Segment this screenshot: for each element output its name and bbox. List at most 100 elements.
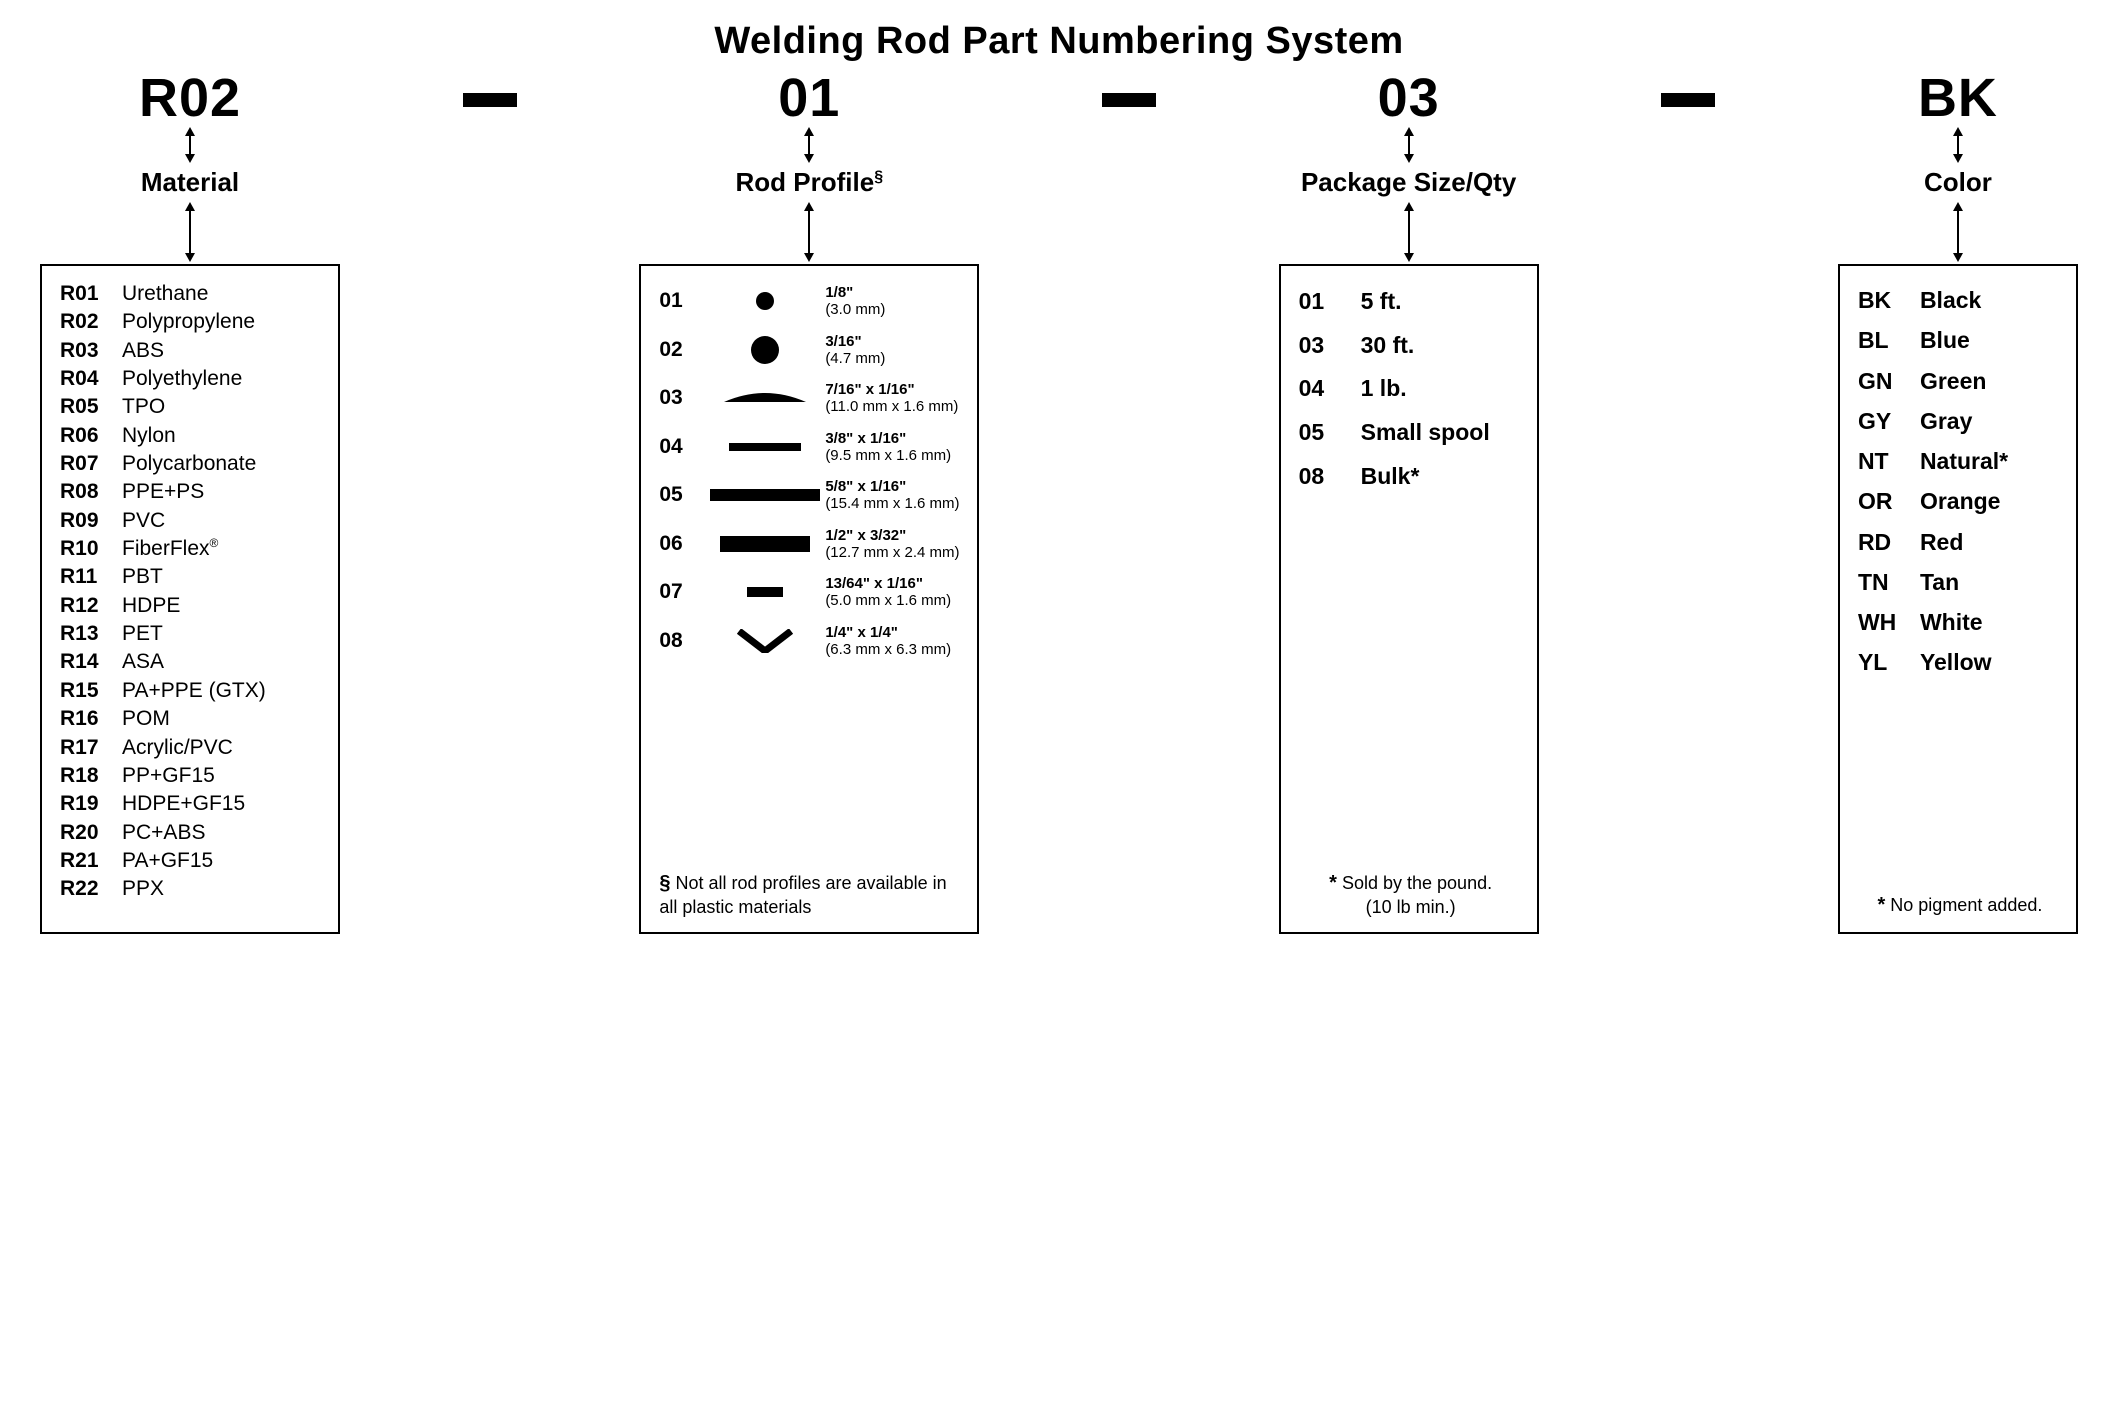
box-package: 015 ft.0330 ft.041 lb.05Small spool08Bul…: [1279, 264, 1539, 934]
package-val: 30 ft.: [1361, 324, 1415, 368]
profile-list: 011/8"(3.0 mm)023/16"(4.7 mm)037/16" x 1…: [659, 280, 963, 861]
profile-key: 03: [659, 386, 705, 410]
profile-shape-icon: [705, 392, 825, 404]
material-val: Nylon: [122, 422, 176, 450]
label-profile-text: Rod Profile: [736, 167, 875, 197]
material-val: PVC: [122, 507, 165, 535]
columns-container: R02 Material R01UrethaneR02Polypropylene…: [40, 71, 2078, 934]
color-val: White: [1920, 602, 1983, 642]
footnote-text-1: Sold by the pound.: [1342, 873, 1492, 893]
column-material: R02 Material R01UrethaneR02Polypropylene…: [40, 71, 340, 934]
separator: [1102, 71, 1156, 934]
profile-metric: (15.4 mm x 1.6 mm): [825, 495, 959, 512]
material-val: FiberFlex®: [122, 535, 218, 563]
box-profile: 011/8"(3.0 mm)023/16"(4.7 mm)037/16" x 1…: [639, 264, 979, 934]
profile-metric: (12.7 mm x 2.4 mm): [825, 544, 959, 561]
box-material: R01UrethaneR02PolypropyleneR03ABSR04Poly…: [40, 264, 340, 934]
profile-imperial: 1/2" x 3/32": [825, 527, 959, 544]
profile-key: 04: [659, 435, 705, 459]
color-key: OR: [1858, 481, 1920, 521]
material-row: R11PBT: [60, 563, 324, 591]
profile-dims: 7/16" x 1/16"(11.0 mm x 1.6 mm): [825, 381, 958, 416]
material-val: Polycarbonate: [122, 450, 256, 478]
material-val: PA+GF15: [122, 847, 213, 875]
arrow-icon: [180, 127, 200, 163]
color-row: BLBlue: [1858, 320, 2062, 360]
material-key: R21: [60, 847, 122, 875]
material-row: R20PC+ABS: [60, 819, 324, 847]
material-val: PPX: [122, 875, 164, 903]
color-val: Tan: [1920, 562, 1959, 602]
separator: [463, 71, 517, 934]
footnote-package: * Sold by the pound. (10 lb min.): [1299, 861, 1523, 919]
dash-icon: [1102, 93, 1156, 107]
material-val: PPE+PS: [122, 478, 204, 506]
profile-metric: (4.7 mm): [825, 350, 885, 367]
profile-dims: 1/8"(3.0 mm): [825, 284, 885, 319]
footnote-symbol: *: [1877, 894, 1885, 916]
color-list: BKBlackBLBlueGNGreenGYGrayNTNatural*OROr…: [1858, 280, 2062, 883]
package-row: 0330 ft.: [1299, 324, 1523, 368]
material-row: R06Nylon: [60, 422, 324, 450]
code-package: 03: [1378, 71, 1440, 125]
color-val: Blue: [1920, 320, 1970, 360]
footnote-color: * No pigment added.: [1858, 883, 2062, 918]
color-row: GYGray: [1858, 401, 2062, 441]
material-row: R07Polycarbonate: [60, 450, 324, 478]
material-list: R01UrethaneR02PolypropyleneR03ABSR04Poly…: [60, 280, 324, 918]
dash-icon: [1661, 93, 1715, 107]
color-key: GY: [1858, 401, 1920, 441]
color-key: BK: [1858, 280, 1920, 320]
profile-shape-icon: [705, 292, 825, 310]
material-key: R14: [60, 648, 122, 676]
box-color: BKBlackBLBlueGNGreenGYGrayNTNatural*OROr…: [1838, 264, 2078, 934]
arrow-icon: [1948, 202, 1968, 262]
material-val: Polypropylene: [122, 308, 255, 336]
material-key: R12: [60, 592, 122, 620]
package-key: 01: [1299, 280, 1361, 324]
package-val: 5 ft.: [1361, 280, 1402, 324]
material-row: R02Polypropylene: [60, 308, 324, 336]
arrow-icon: [1948, 127, 1968, 163]
color-row: WHWhite: [1858, 602, 2062, 642]
label-material: Material: [141, 167, 239, 198]
footnote-text: No pigment added.: [1890, 895, 2042, 915]
material-key: R10: [60, 535, 122, 563]
material-val: POM: [122, 705, 170, 733]
material-val: HDPE+GF15: [122, 790, 245, 818]
package-row: 015 ft.: [1299, 280, 1523, 324]
material-key: R01: [60, 280, 122, 308]
material-row: R12HDPE: [60, 592, 324, 620]
material-row: R04Polyethylene: [60, 365, 324, 393]
profile-shape-icon: [705, 536, 825, 552]
color-key: NT: [1858, 441, 1920, 481]
profile-imperial: 1/8": [825, 284, 885, 301]
profile-metric: (3.0 mm): [825, 301, 885, 318]
profile-imperial: 13/64" x 1/16": [825, 575, 951, 592]
profile-key: 08: [659, 629, 705, 653]
page-title: Welding Rod Part Numbering System: [40, 20, 2078, 63]
profile-row: 03 7/16" x 1/16"(11.0 mm x 1.6 mm): [659, 381, 963, 416]
column-package: 03 Package Size/Qty 015 ft.0330 ft.041 l…: [1279, 71, 1539, 934]
profile-row: 055/8" x 1/16"(15.4 mm x 1.6 mm): [659, 478, 963, 513]
profile-dims: 3/16"(4.7 mm): [825, 333, 885, 368]
material-val: ASA: [122, 648, 164, 676]
color-row: GNGreen: [1858, 361, 2062, 401]
color-row: OROrange: [1858, 481, 2062, 521]
color-key: YL: [1858, 642, 1920, 682]
profile-dims: 1/4" x 1/4"(6.3 mm x 6.3 mm): [825, 624, 951, 659]
package-key: 08: [1299, 455, 1361, 499]
label-profile: Rod Profile§: [736, 167, 884, 198]
material-val: PA+PPE (GTX): [122, 677, 266, 705]
separator: [1661, 71, 1715, 934]
material-row: R08PPE+PS: [60, 478, 324, 506]
profile-row: 061/2" x 3/32"(12.7 mm x 2.4 mm): [659, 527, 963, 562]
profile-dims: 3/8" x 1/16"(9.5 mm x 1.6 mm): [825, 430, 951, 465]
color-key: BL: [1858, 320, 1920, 360]
color-row: TNTan: [1858, 562, 2062, 602]
material-key: R05: [60, 393, 122, 421]
material-row: R21PA+GF15: [60, 847, 324, 875]
material-key: R17: [60, 734, 122, 762]
package-val: 1 lb.: [1361, 367, 1407, 411]
material-row: R10FiberFlex®: [60, 535, 324, 563]
